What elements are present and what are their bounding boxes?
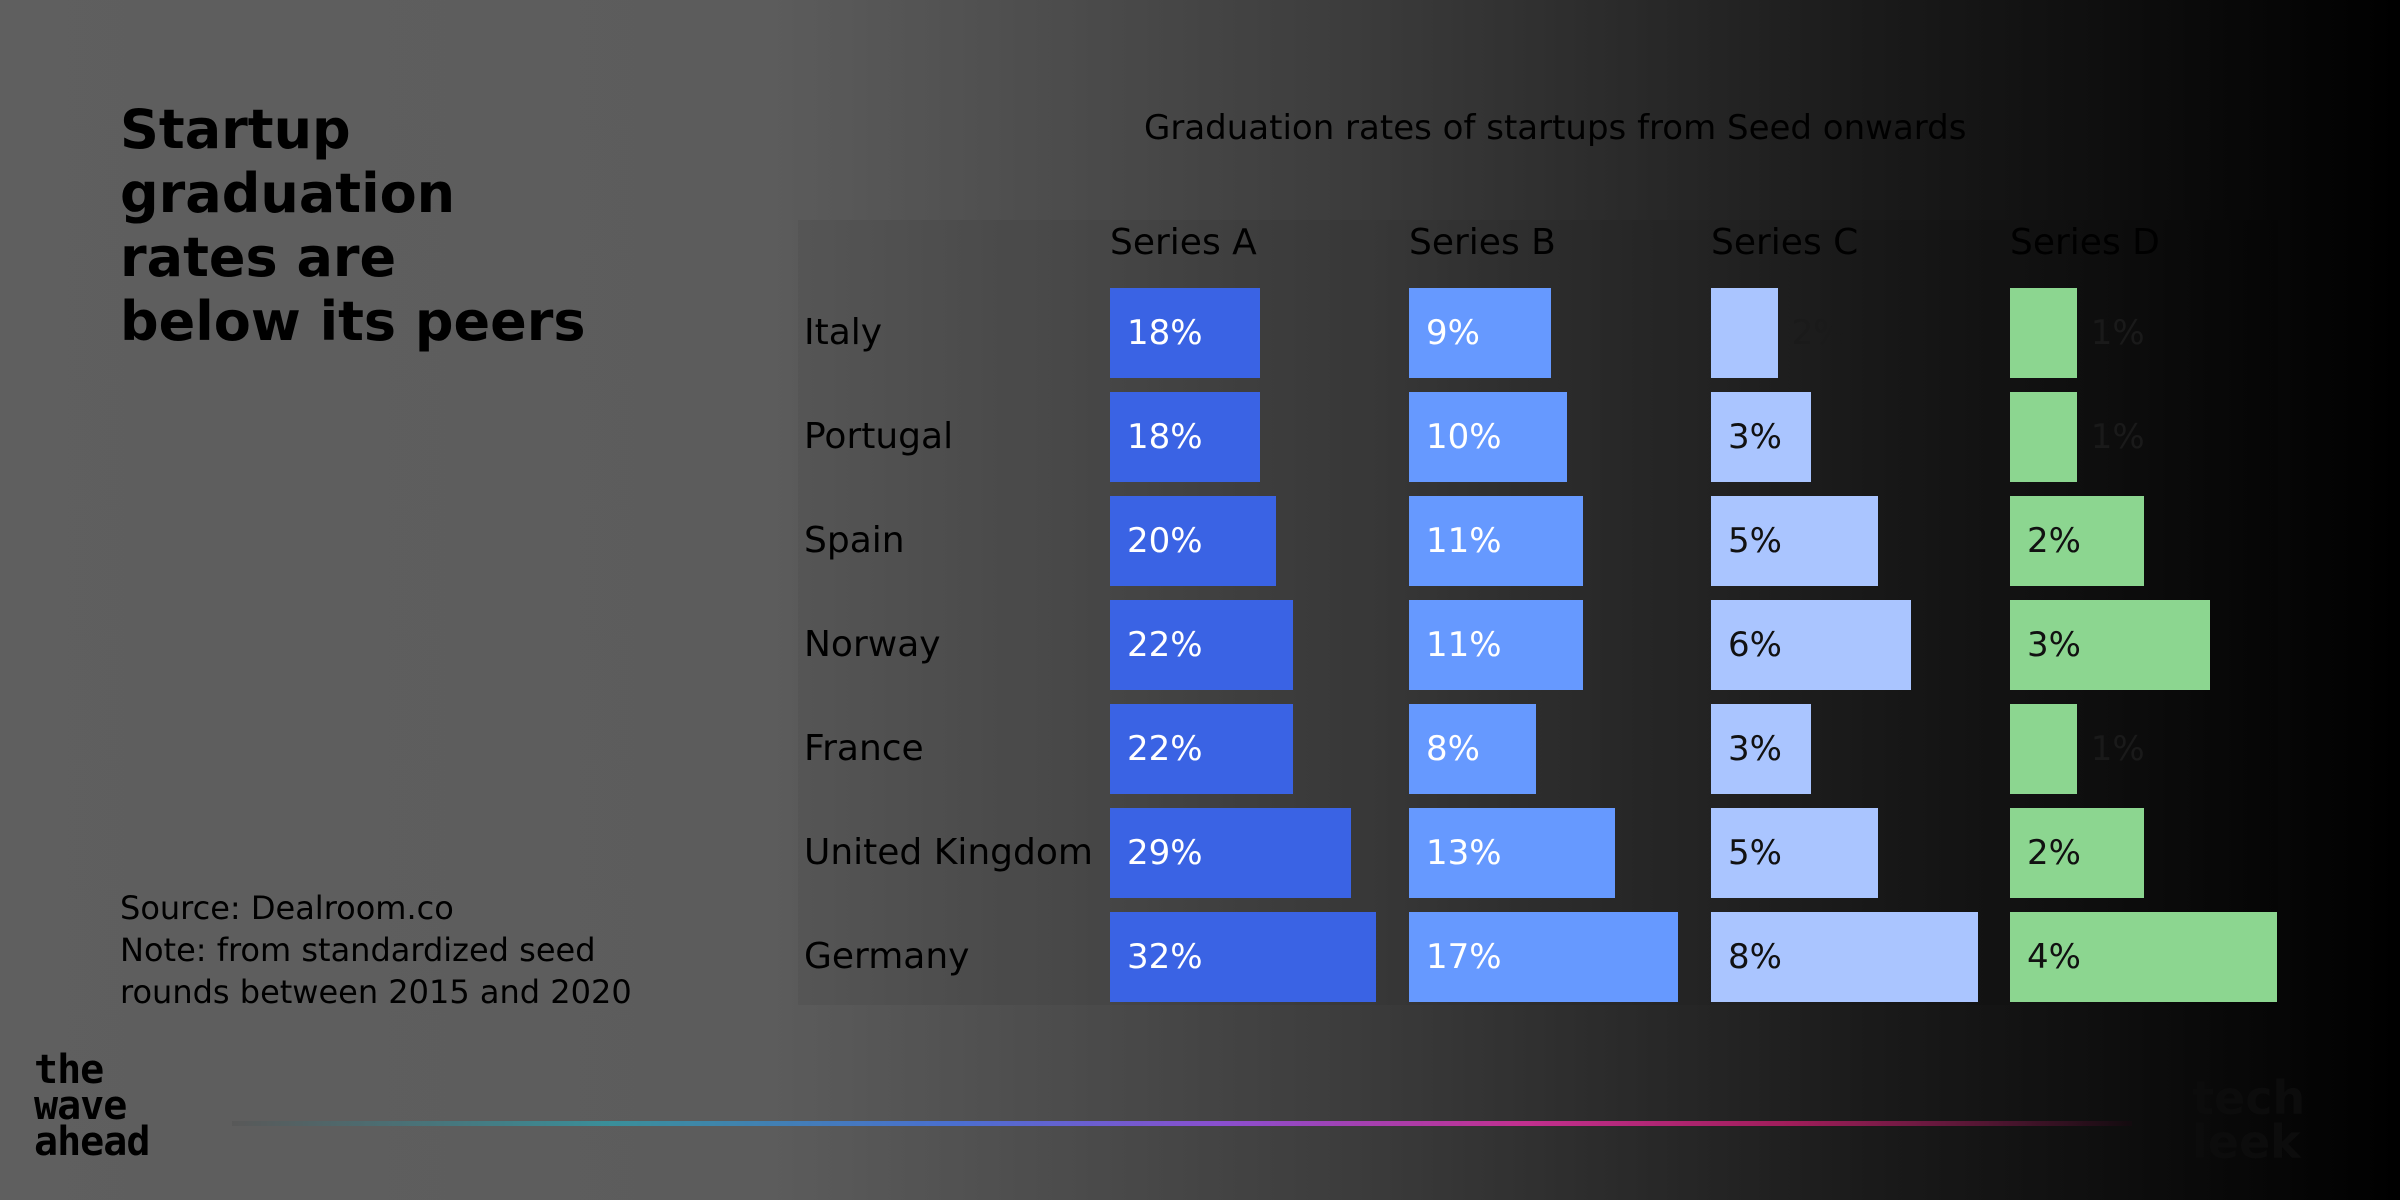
gradient-divider-line: [232, 1121, 2132, 1126]
bar-series-d-norway: [2010, 600, 2211, 690]
row-label-spain: Spain: [804, 520, 905, 561]
column-header-series-d: Series D: [2010, 222, 2160, 263]
data-label: 9%: [1426, 313, 1480, 353]
data-label: 22%: [1127, 729, 1203, 769]
bar-series-b-spain: [1409, 496, 1584, 586]
the-wave-ahead-logo: the wave ahead: [34, 1047, 150, 1165]
data-label: 11%: [1426, 625, 1502, 665]
bar-series-d-united-kingdom: [2010, 808, 2144, 898]
data-label: 18%: [1127, 313, 1203, 353]
data-label: 3%: [1728, 417, 1782, 457]
data-label: 32%: [1127, 937, 1203, 977]
bar-series-c-germany: [1711, 912, 1978, 1002]
chart-title: Graduation rates of startups from Seed o…: [1144, 108, 1967, 148]
bar-series-a-united-kingdom: [1110, 808, 1352, 898]
bar-series-c-france: [1711, 704, 1812, 794]
column-header-series-a: Series A: [1110, 222, 1257, 263]
data-label: 11%: [1426, 521, 1502, 561]
data-label: 1%: [2090, 417, 2145, 457]
bar-series-a-portugal: [1110, 392, 1260, 482]
bar-series-b-france: [1409, 704, 1536, 794]
bar-series-b-germany: [1409, 912, 1678, 1002]
bar-series-d-portugal: [2010, 392, 2077, 482]
bar-series-b-italy: [1409, 288, 1552, 378]
data-label: 5%: [1728, 521, 1782, 561]
source-line: Source: Dealroom.co: [120, 889, 454, 927]
data-label: 2%: [2027, 521, 2081, 561]
note-line-2: rounds between 2015 and 2020: [120, 973, 632, 1011]
bar-series-a-italy: [1110, 288, 1260, 378]
bar-series-a-france: [1110, 704, 1293, 794]
bar-series-c-united-kingdom: [1711, 808, 1878, 898]
data-label: 29%: [1127, 833, 1203, 873]
data-label: 6%: [1728, 625, 1782, 665]
data-label: 18%: [1127, 417, 1203, 457]
row-label-portugal: Portugal: [804, 416, 954, 457]
data-label: 8%: [1728, 937, 1782, 977]
bar-series-c-norway: [1711, 600, 1912, 690]
row-label-germany: Germany: [804, 936, 970, 977]
bar-series-c-spain: [1711, 496, 1878, 586]
row-label-norway: Norway: [804, 624, 941, 665]
brand-line-2: leek: [2192, 1115, 2301, 1169]
bar-series-b-united-kingdom: [1409, 808, 1615, 898]
data-label: 1%: [2090, 729, 2145, 769]
row-label-united-kingdom: United Kingdom: [804, 832, 1093, 873]
brand-line-1: tech: [2192, 1071, 2306, 1125]
bar-series-a-spain: [1110, 496, 1277, 586]
source-note: Source: Dealroom.co Note: from standardi…: [120, 887, 632, 1013]
bar-series-a-germany: [1110, 912, 1376, 1002]
data-label: 13%: [1426, 833, 1502, 873]
data-label: 22%: [1127, 625, 1203, 665]
note-line-1: Note: from standardized seed: [120, 931, 596, 969]
tech-leek-logo: tech leek: [2192, 1071, 2306, 1169]
bar-series-d-spain: [2010, 496, 2144, 586]
data-label: 2%: [2027, 833, 2081, 873]
data-label: 1%: [2090, 313, 2145, 353]
bar-series-b-norway: [1409, 600, 1584, 690]
data-label: 3%: [1728, 729, 1782, 769]
column-header-series-c: Series C: [1711, 222, 1859, 263]
data-label: 3%: [2027, 625, 2081, 665]
bar-series-c-italy: [1711, 288, 1778, 378]
data-label: 4%: [2027, 937, 2081, 977]
logo-line-ahead: ahead: [34, 1119, 150, 1165]
column-header-series-b: Series B: [1409, 222, 1556, 263]
headline: Startup graduation rates are below its p…: [120, 98, 586, 353]
data-label: 20%: [1127, 521, 1203, 561]
bar-series-c-portugal: [1711, 392, 1812, 482]
logo-line-the: the: [34, 1047, 104, 1093]
bar-series-d-france: [2010, 704, 2077, 794]
bar-series-b-portugal: [1409, 392, 1568, 482]
data-label: 10%: [1426, 417, 1502, 457]
data-label: 17%: [1426, 937, 1502, 977]
bar-series-a-norway: [1110, 600, 1293, 690]
data-label: 2%: [1791, 313, 1846, 353]
data-label: 8%: [1426, 729, 1480, 769]
row-label-france: France: [804, 728, 924, 769]
bar-series-d-germany: [2010, 912, 2277, 1002]
row-label-italy: Italy: [804, 312, 883, 353]
logo-line-wave: wave: [34, 1083, 127, 1129]
bar-series-d-italy: [2010, 288, 2077, 378]
data-label: 5%: [1728, 833, 1782, 873]
